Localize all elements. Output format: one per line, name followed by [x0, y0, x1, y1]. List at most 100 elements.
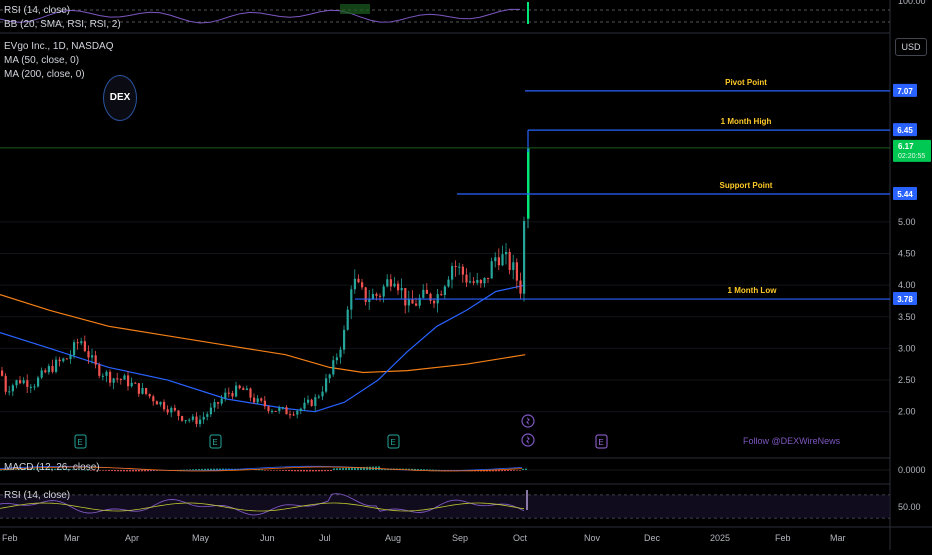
- last-price-countdown: 02:20:55: [898, 153, 925, 160]
- candle: [490, 257, 493, 279]
- earnings-event-marker[interactable]: E: [595, 434, 608, 449]
- macd-histogram-bar: [441, 470, 443, 471]
- candle-body: [379, 295, 382, 297]
- candle: [29, 384, 32, 393]
- candle-body: [141, 388, 144, 394]
- macd-histogram-bar: [297, 470, 299, 472]
- event-letter: E: [390, 438, 395, 447]
- macd-histogram-bar: [495, 470, 497, 472]
- candle: [400, 278, 403, 299]
- candle: [285, 405, 288, 415]
- candle-body: [91, 355, 94, 358]
- candle-body: [281, 407, 284, 409]
- candle-body: [55, 359, 58, 372]
- candle: [83, 335, 86, 353]
- macd-histogram-bar: [291, 470, 293, 472]
- candle-body: [328, 374, 331, 379]
- candle-body: [335, 357, 338, 361]
- macd-histogram-bar: [306, 470, 308, 472]
- candle-body: [458, 266, 461, 268]
- macd-histogram-bar: [342, 467, 344, 470]
- candle-body: [253, 397, 256, 403]
- candle: [8, 385, 11, 396]
- macd-histogram-bar: [507, 470, 509, 471]
- rsi-top-overbought-fill: [340, 4, 370, 14]
- x-tick-label: Feb: [775, 533, 791, 543]
- macd-histogram-bar: [201, 468, 203, 470]
- candle: [505, 243, 508, 265]
- macd-histogram-bar: [135, 470, 137, 472]
- news-event-icon[interactable]: [521, 414, 535, 428]
- macd-histogram-bar: [504, 470, 506, 472]
- legend-title: EVgo Inc., 1D, NASDAQ: [4, 41, 114, 52]
- macd-histogram-bar: [303, 470, 305, 472]
- price-level-badge: [893, 292, 917, 306]
- macd-histogram-bar: [438, 469, 440, 471]
- legend-bb-top: BB (20, SMA, RSI, RSI, 2): [4, 19, 121, 30]
- macd-histogram-bar: [141, 470, 143, 472]
- candle-body: [8, 391, 11, 393]
- macd-histogram-bar: [105, 470, 107, 471]
- candle: [141, 383, 144, 395]
- candle: [389, 274, 392, 292]
- candle: [98, 362, 101, 379]
- last-price-badge: [893, 139, 931, 162]
- x-tick-label: Oct: [513, 533, 528, 543]
- candle: [371, 288, 374, 300]
- candle-body: [519, 280, 522, 294]
- candle-body: [173, 407, 176, 411]
- x-tick-label: Aug: [385, 533, 401, 543]
- macd-histogram-bar: [213, 468, 215, 470]
- candle: [159, 401, 162, 407]
- candle-body: [415, 303, 418, 306]
- event-letter: E: [598, 438, 603, 447]
- macd-histogram-bar: [75, 469, 77, 470]
- candle-body: [209, 407, 212, 415]
- candle: [274, 410, 277, 412]
- rsi-panel-label: 50.00: [898, 502, 921, 512]
- macd-histogram-bar: [87, 469, 89, 471]
- legend-ma200: MA (200, close, 0): [4, 69, 85, 80]
- news-event-icon[interactable]: [521, 433, 535, 447]
- macd-histogram-bar: [132, 470, 134, 472]
- y-tick-label: 3.50: [898, 312, 916, 322]
- earnings-event-marker[interactable]: E: [209, 434, 222, 449]
- candle-body: [199, 419, 202, 425]
- macd-histogram-bar: [255, 469, 257, 471]
- macd-histogram-bar: [57, 468, 59, 470]
- macd-histogram-bar: [90, 470, 92, 471]
- candle: [76, 338, 79, 350]
- candle-body: [343, 329, 346, 350]
- candle: [472, 276, 475, 286]
- candle: [487, 277, 490, 284]
- candle-body: [58, 359, 61, 362]
- candle: [163, 399, 166, 412]
- earnings-event-marker[interactable]: E: [387, 434, 400, 449]
- candle-body: [411, 298, 414, 304]
- candle: [69, 350, 72, 364]
- candle: [303, 397, 306, 411]
- candle: [37, 375, 40, 388]
- candle: [447, 276, 450, 288]
- candle-body: [26, 380, 29, 387]
- candle-body: [238, 385, 241, 389]
- macd-histogram-bar: [111, 470, 113, 472]
- candle: [231, 390, 234, 400]
- candle-body: [397, 283, 400, 291]
- candle: [263, 395, 266, 410]
- candle-body: [382, 286, 385, 297]
- candle-body: [62, 358, 65, 362]
- earnings-event-marker[interactable]: E: [74, 434, 87, 449]
- currency-button[interactable]: USD: [895, 38, 927, 56]
- macd-histogram-bar: [321, 470, 323, 472]
- macd-histogram-bar: [516, 470, 518, 471]
- macd-histogram-bar: [15, 469, 17, 470]
- macd-histogram-bar: [42, 468, 44, 470]
- macd-histogram-bar: [123, 470, 125, 472]
- candle: [332, 355, 335, 377]
- candle: [497, 248, 500, 271]
- price-level-value: 7.07: [897, 87, 913, 96]
- candle-body: [494, 257, 497, 262]
